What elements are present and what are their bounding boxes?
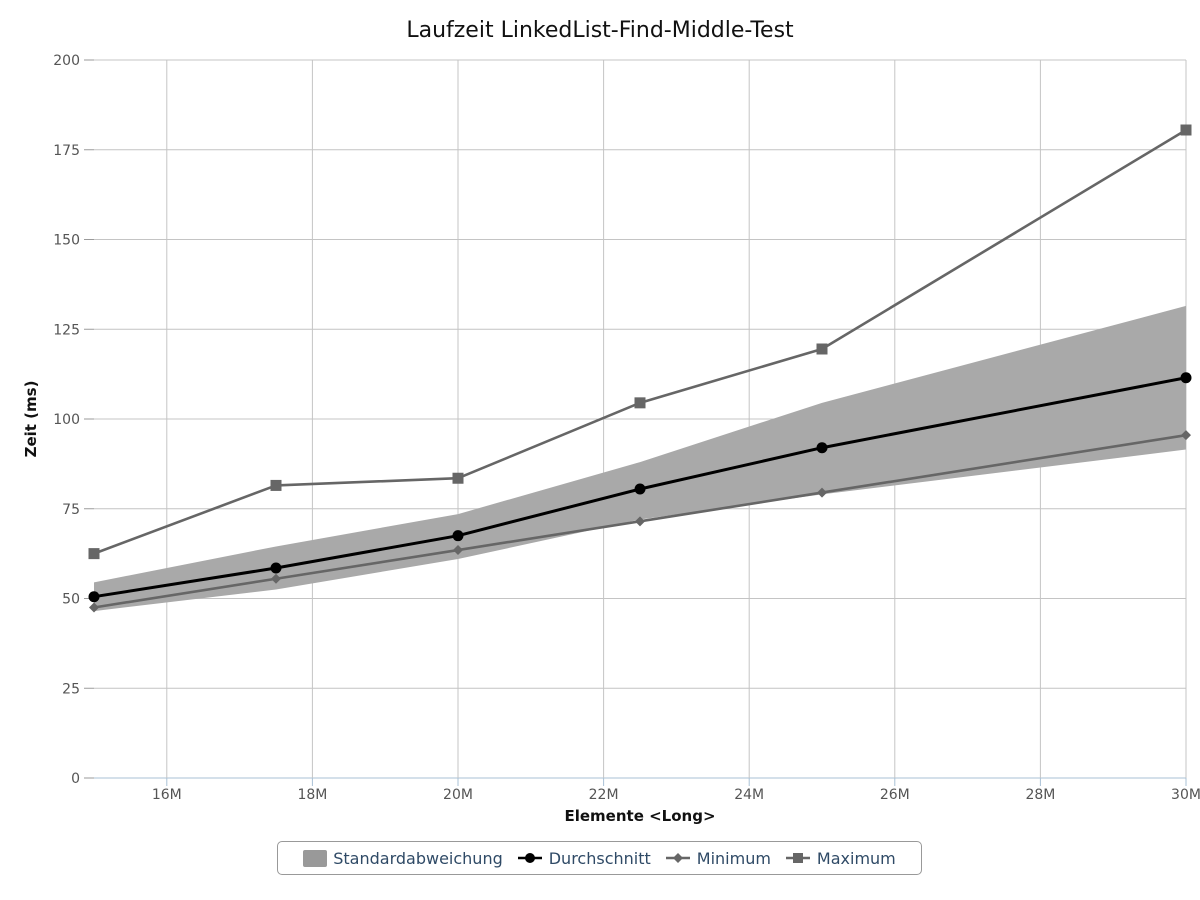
- x-tick-label: 20M: [443, 787, 473, 803]
- data-point-durchschnitt[interactable]: [270, 562, 282, 574]
- y-axis-title: Zeit (ms): [22, 381, 40, 458]
- data-point-minimum[interactable]: [635, 516, 645, 527]
- series-line-minimum: [93, 433, 1187, 609]
- x-tick-label: 28M: [1025, 787, 1055, 803]
- data-point-durchschnitt[interactable]: [88, 591, 100, 603]
- data-point-minimum[interactable]: [1181, 430, 1191, 441]
- x-tick-label: 22M: [589, 787, 619, 803]
- y-tick-label: 25: [62, 681, 80, 697]
- data-point-minimum[interactable]: [453, 545, 463, 556]
- diamond-marker-icon: [665, 853, 690, 863]
- data-point-maximum[interactable]: [816, 343, 828, 355]
- std-band-layer: [94, 305, 1186, 612]
- legend: Standardabweichung Durchschnitt Minimum …: [277, 841, 922, 875]
- data-point-maximum[interactable]: [634, 397, 646, 409]
- legend-label-mean: Durchschnitt: [548, 848, 651, 868]
- legend-item-std[interactable]: Standardabweichung: [303, 849, 503, 868]
- y-tick-label: 125: [53, 322, 80, 338]
- data-point-maximum[interactable]: [452, 472, 464, 484]
- data-point-minimum[interactable]: [817, 487, 827, 498]
- data-point-durchschnitt[interactable]: [452, 530, 464, 542]
- band-swatch-icon: [303, 849, 328, 867]
- chart-title: Laufzeit LinkedList-Find-Middle-Test: [406, 18, 794, 43]
- y-tick-label: 100: [53, 412, 80, 428]
- legend-label-std: Standardabweichung: [333, 848, 503, 868]
- circle-marker-icon: [517, 853, 542, 863]
- y-tick-label: 75: [62, 502, 80, 518]
- data-point-maximum[interactable]: [1180, 124, 1192, 136]
- series-line-maximum: [93, 128, 1187, 555]
- tick-labels: 0 25 50 75 100 125 150 175 200 16M 18M 20M 22M 24M 26M…: [53, 53, 1200, 803]
- y-tick-label: 175: [53, 143, 80, 159]
- y-tick-label: 0: [71, 771, 80, 787]
- data-point-durchschnitt[interactable]: [1180, 372, 1192, 384]
- x-tick-label: 26M: [880, 787, 910, 803]
- y-tick-label: 150: [53, 233, 80, 249]
- x-tick-label: 16M: [152, 787, 182, 803]
- std-band: [94, 305, 1186, 612]
- legend-item-max[interactable]: Maximum: [785, 849, 896, 868]
- data-point-maximum[interactable]: [270, 479, 282, 491]
- x-axis-title: Elemente <Long>: [564, 807, 715, 825]
- y-tick-label: 200: [53, 53, 80, 69]
- series-layer: [88, 124, 1192, 613]
- legend-item-min[interactable]: Minimum: [665, 849, 771, 868]
- x-tick-label: 30M: [1171, 787, 1200, 803]
- data-point-minimum[interactable]: [89, 602, 99, 613]
- legend-label-min: Minimum: [696, 848, 771, 868]
- x-tick-label: 18M: [297, 787, 327, 803]
- data-point-durchschnitt[interactable]: [816, 442, 828, 454]
- legend-label-max: Maximum: [816, 848, 896, 868]
- square-marker-icon: [785, 853, 810, 863]
- data-point-maximum[interactable]: [88, 548, 100, 560]
- y-tick-label: 50: [62, 592, 80, 608]
- legend-item-mean[interactable]: Durchschnitt: [517, 849, 651, 868]
- x-tick-label: 24M: [734, 787, 764, 803]
- data-point-durchschnitt[interactable]: [634, 483, 646, 495]
- series-line-durchschnitt: [93, 376, 1187, 599]
- data-point-minimum[interactable]: [271, 573, 281, 584]
